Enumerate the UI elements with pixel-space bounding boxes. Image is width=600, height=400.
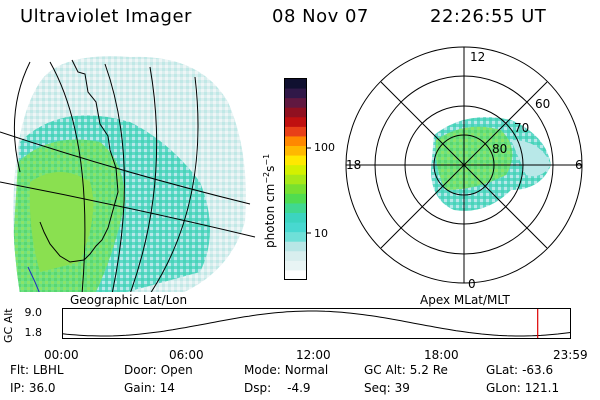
info-door: Door: Open [124,363,193,377]
image-date: 08 Nov 07 [272,6,369,27]
apex-emission-image [431,117,551,211]
colorbar-swatch [284,193,307,204]
colorbar-swatch [284,269,307,280]
colorbar-swatch [284,212,307,223]
colorbar-swatch [284,135,307,146]
info-glon: GLon: 121.1 [486,381,560,395]
geographic-image-panel [0,56,256,292]
info-seq: Seq: 39 [364,381,410,395]
info-gc-alt: GC Alt: 5.2 Re [364,363,448,377]
orbit-ylabel: GC Alt [2,308,15,343]
colorbar-swatch [284,126,307,137]
geographic-caption: Geographic Lat/Lon [70,293,188,307]
colorbar-swatch [284,88,307,99]
colorbar-swatch [284,174,307,185]
colorbar-swatch [284,231,307,242]
colorbar-swatch [284,183,307,194]
coastline-blue [27,266,40,292]
mlt-label-12: 12 [470,50,485,64]
mlt-label-0: 0 [468,277,476,291]
info-flt: Flt: LBHL [10,363,64,377]
colorbar-tick-100: 100 [314,141,335,154]
info-ip: IP: 36.0 [10,381,56,395]
mlt-label-6: 6 [575,158,583,172]
orbit-xtick-2: 12:00 [296,348,331,362]
colorbar-swatch [284,78,307,89]
colorbar-swatch [284,222,307,233]
colorbar-swatch [284,241,307,252]
mlat-label-70: 70 [514,121,529,135]
colorbar-swatch [284,107,307,118]
orbit-xtick-0: 00:00 [44,348,79,362]
info-dsp: Dsp: -4.9 [244,381,311,395]
colorbar-swatch [284,202,307,213]
info-gain: Gain: 14 [124,381,175,395]
orbit-altitude-plot [62,308,571,339]
orbit-xtick-3: 18:00 [424,348,459,362]
colorbar-swatch [284,97,307,108]
geo-grid-lines [0,61,256,292]
colorbar-swatch [284,250,307,261]
instrument-title: Ultraviolet Imager [20,6,192,27]
apex-caption: Apex MLat/MLT [420,293,510,307]
colorbar-tick-10: 10 [314,227,328,240]
colorbar-swatch [284,145,307,156]
colorbar-units-label: photon cm−2s−1 [262,153,277,248]
colorbar-swatch [284,116,307,127]
orbit-xtick-1: 06:00 [169,348,204,362]
colorbar-swatch [284,260,307,271]
coastline [39,59,119,263]
mlt-label-18: 18 [346,158,361,172]
orbit-ytick-bottom: 1.8 [24,326,43,339]
info-glat: GLat: -63.6 [486,363,554,377]
colorbar-swatch [284,164,307,175]
polar-grid [345,46,583,284]
orbit-xtick-4: 23:59 [553,348,588,362]
orbit-altitude-curve [62,310,571,337]
colorbar-swatch [284,155,307,166]
geo-emission-image [13,56,246,292]
apex-polar-panel: 12 18 6 0 60 70 80 [345,46,583,291]
colorbar [284,78,311,280]
info-mode: Mode: Normal [244,363,329,377]
orbit-ytick-top: 9.0 [24,306,43,319]
image-time: 22:26:55 UT [430,6,547,27]
mlat-label-80: 80 [492,142,507,156]
mlat-label-60: 60 [535,97,550,111]
